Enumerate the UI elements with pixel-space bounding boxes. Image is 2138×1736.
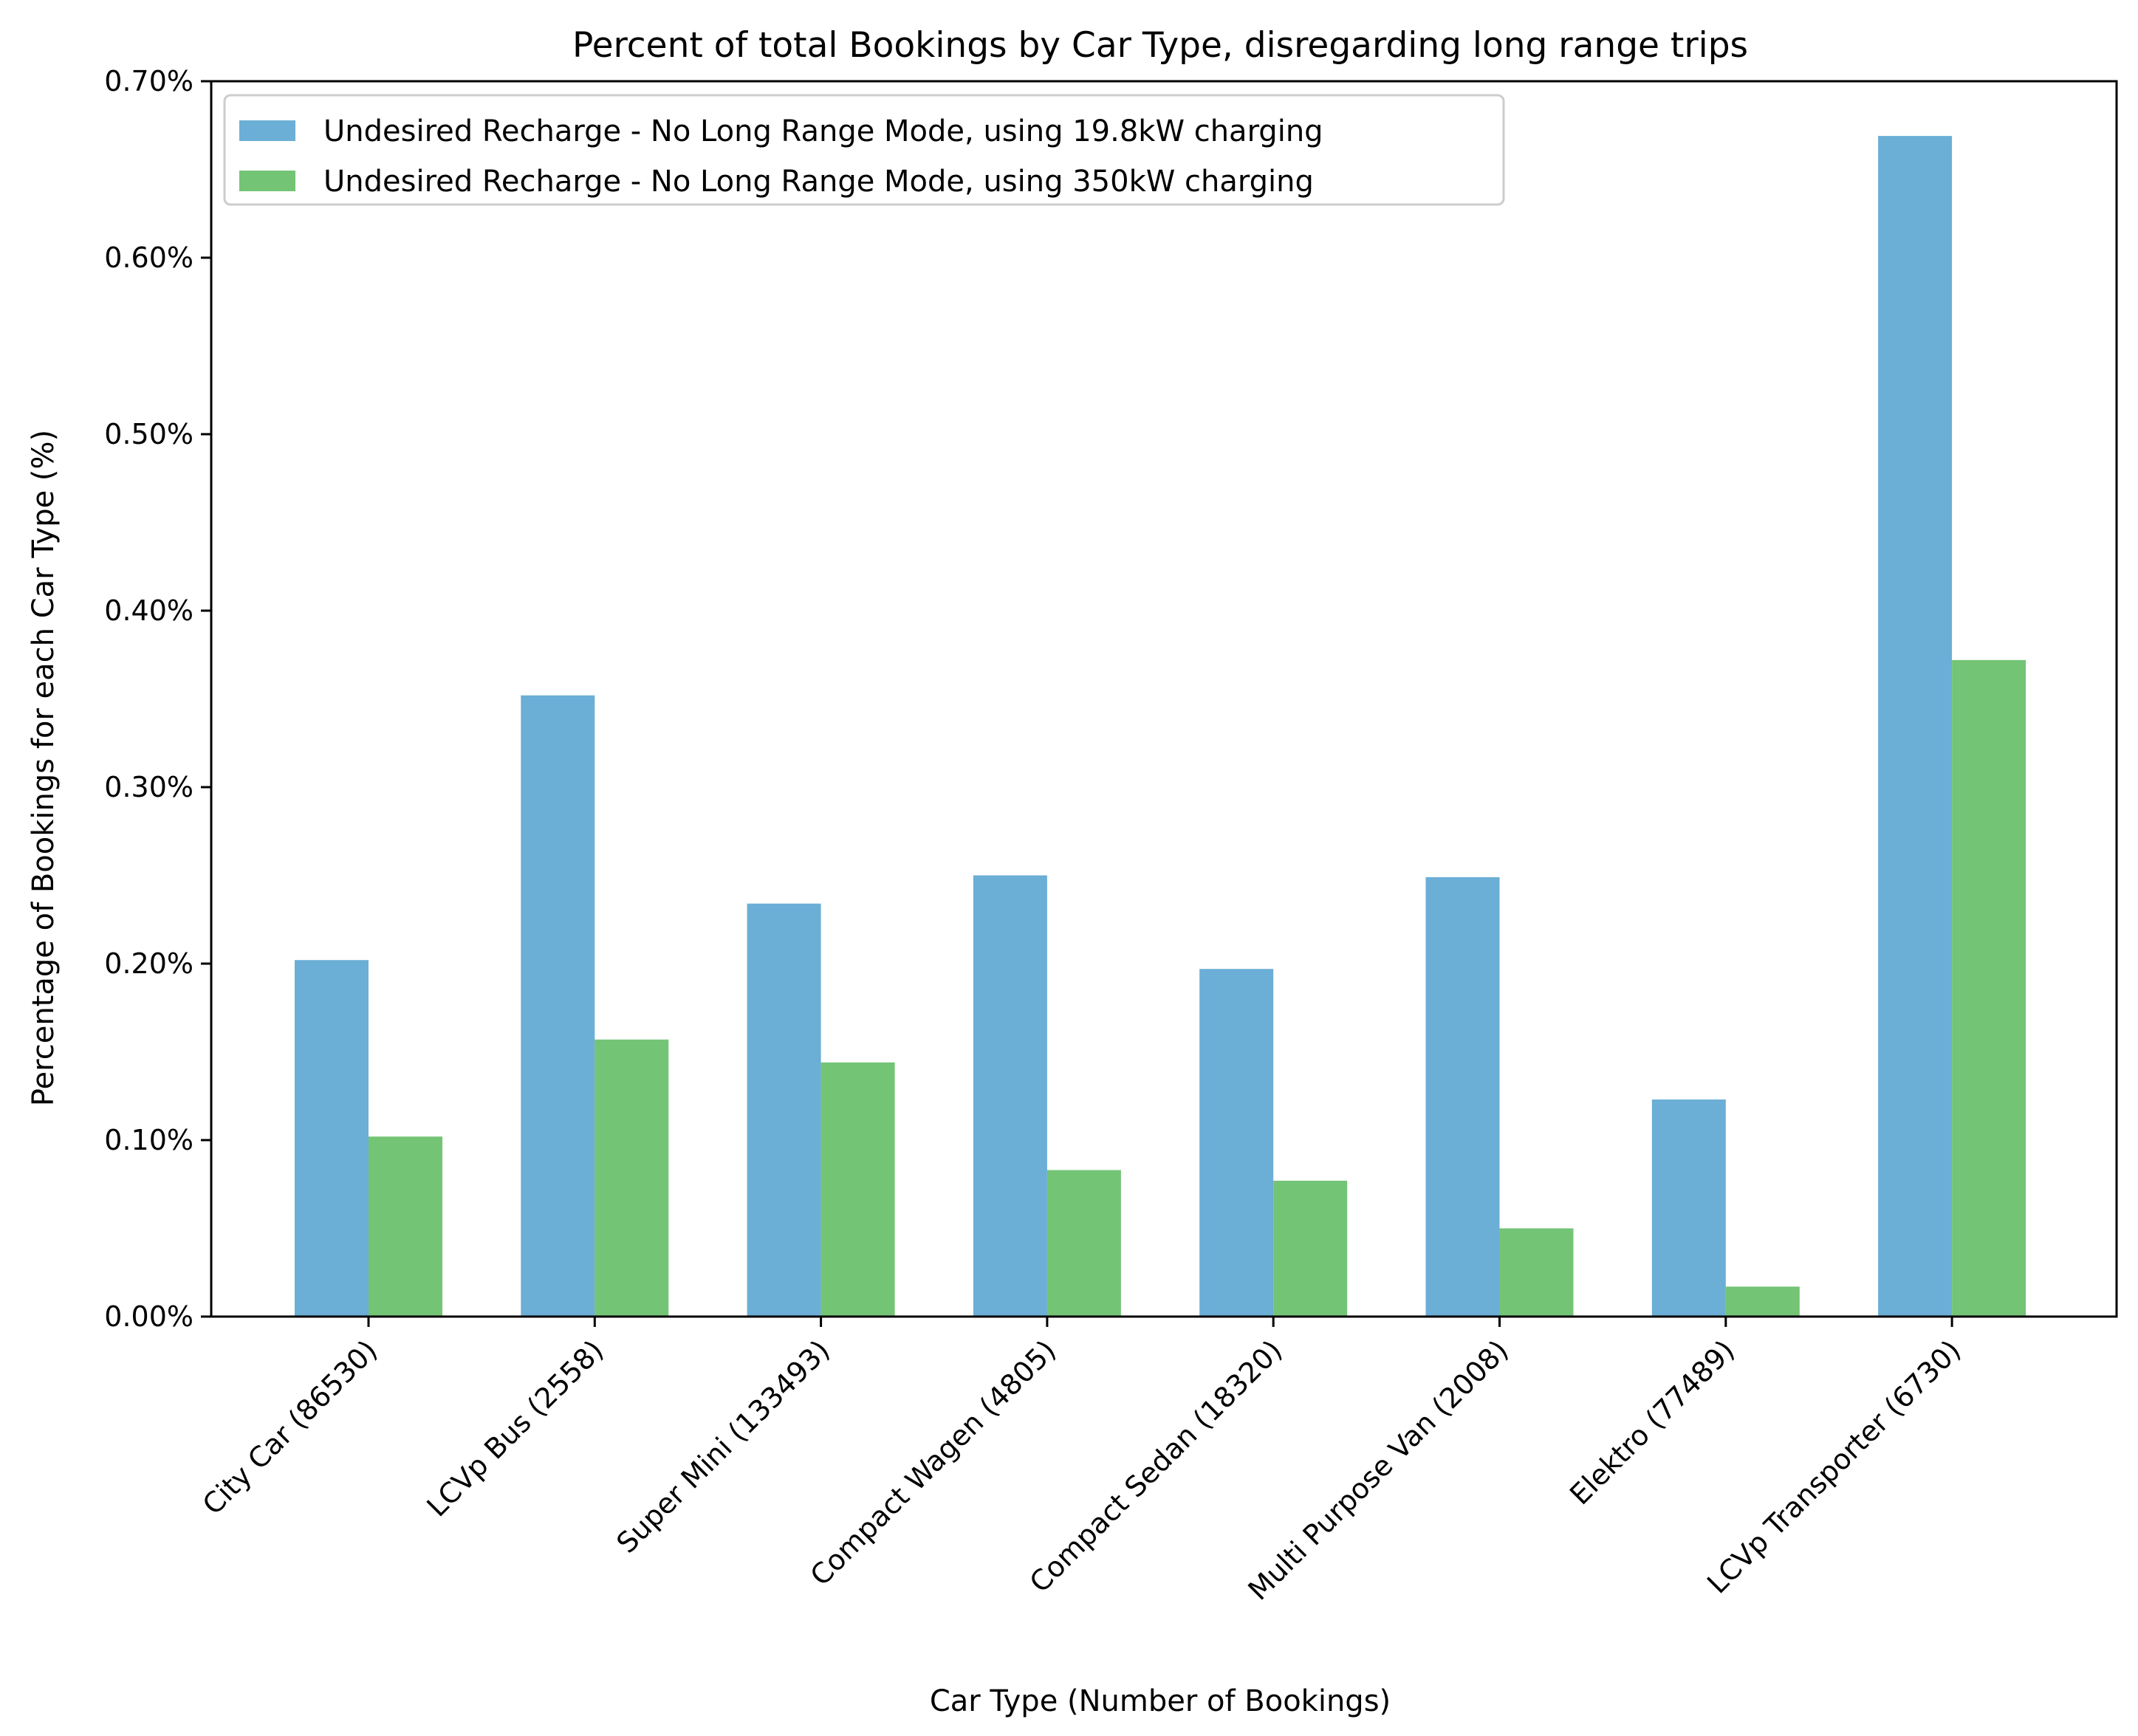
axes-layer: 0.00% 0.10% 0.20% 0.30% 0.40% 0.50% 0.60% 0.70%… [104, 65, 2118, 1607]
bar-series-2-5 [1273, 1181, 1348, 1317]
x-axis-label: Car Type (Number of Bookings) [930, 1684, 1391, 1718]
y-tick-label: 0.60% [104, 241, 193, 274]
bar-series-1-4 [973, 875, 1047, 1317]
bars-layer [295, 136, 2026, 1317]
legend-label-1: Undesired Recharge - No Long Range Mode,… [323, 114, 1323, 148]
y-tick-label: 0.30% [104, 771, 193, 803]
bar-series-2-1 [369, 1136, 442, 1317]
legend: Undesired Recharge - No Long Range Mode,… [223, 94, 1505, 206]
x-tick-label: Elektro (77489) [1563, 1334, 1741, 1511]
x-tick-label: Multi Purpose Van (2008) [1241, 1334, 1514, 1606]
bar-series-2-2 [595, 1039, 669, 1317]
bar-series-2-7 [1725, 1286, 1800, 1317]
y-axis-label: Percentage of Bookings for each Car Type… [27, 430, 61, 1106]
bar-series-1-3 [747, 903, 821, 1317]
bar-series-1-8 [1878, 136, 1953, 1317]
y-tick-label: 0.50% [104, 418, 193, 450]
legend-box [223, 94, 1505, 206]
bar-series-2-8 [1952, 659, 2026, 1317]
x-tick-label: LCVp Bus (2558) [420, 1334, 609, 1523]
chart-title: Percent of total Bookings by Car Type, d… [572, 25, 1748, 66]
bar-series-1-1 [295, 960, 369, 1317]
y-tick-label: 0.20% [104, 947, 193, 980]
x-tick-label: Compact Wagen (4805) [804, 1334, 1063, 1592]
x-tick-label: Super Mini (133493) [610, 1334, 836, 1560]
legend-swatch-2 [239, 171, 295, 191]
bar-series-2-3 [820, 1062, 895, 1317]
bar-series-2-6 [1499, 1228, 1574, 1317]
bar-series-1-2 [521, 695, 595, 1317]
legend-swatch-1 [239, 120, 295, 141]
x-tick-label: Compact Sedan (18320) [1024, 1334, 1289, 1599]
bar-series-1-6 [1425, 876, 1500, 1317]
bar-series-2-4 [1046, 1170, 1121, 1317]
y-tick-label: 0.00% [104, 1300, 193, 1333]
x-tick-label: LCVp Transporter (6730) [1701, 1334, 1967, 1599]
plot-frame [210, 80, 2118, 1318]
y-tick-label: 0.40% [104, 594, 193, 627]
legend-label-2: Undesired Recharge - No Long Range Mode,… [323, 165, 1314, 199]
bar-series-1-7 [1651, 1099, 1726, 1317]
x-tick-label: City Car (86530) [196, 1334, 384, 1521]
y-tick-label: 0.70% [104, 65, 193, 97]
y-tick-label: 0.10% [104, 1124, 193, 1156]
bar-series-1-5 [1199, 969, 1274, 1317]
